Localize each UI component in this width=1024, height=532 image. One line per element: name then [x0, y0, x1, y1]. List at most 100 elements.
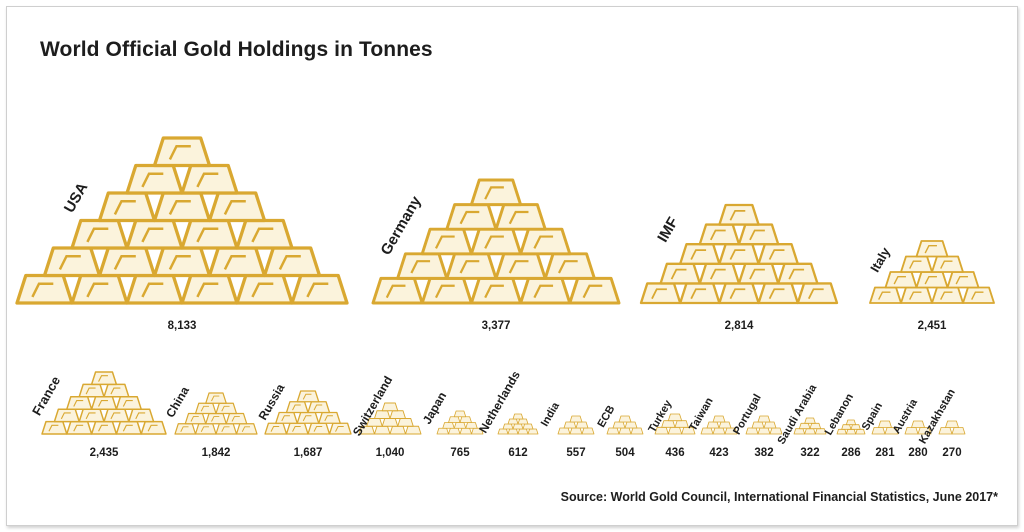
pyramid-saudi-arabia	[793, 417, 827, 435]
gold-bar	[453, 410, 467, 418]
gold-bar-shine	[211, 416, 220, 422]
gold-bar	[900, 255, 933, 273]
gold-bar	[757, 415, 771, 423]
gold-bar-shine	[313, 425, 323, 432]
gold-bar	[448, 416, 461, 423]
gold-bar	[103, 383, 130, 398]
gold-bar	[718, 282, 760, 305]
gold-bar	[275, 411, 298, 424]
value-label-portugal: 382	[754, 447, 773, 459]
gold-bar	[53, 408, 80, 423]
gold-bar-shine	[190, 416, 199, 422]
gold-bar-shine	[788, 268, 805, 280]
gold-bar	[494, 203, 547, 231]
gold-bar-shine	[729, 209, 746, 221]
value-label-india: 557	[566, 447, 585, 459]
gold-bar	[543, 252, 596, 280]
gold-bar	[459, 416, 472, 423]
gold-bar	[389, 425, 406, 435]
gold-bar	[405, 425, 422, 435]
gold-bar-shine	[909, 291, 922, 300]
gold-bar	[235, 218, 294, 250]
gold-bar	[205, 412, 227, 425]
gold-bar-shine	[221, 426, 230, 432]
gold-bar	[97, 191, 157, 223]
gold-bar	[469, 227, 523, 256]
gold-bar	[328, 422, 352, 435]
gold-bar	[207, 246, 267, 278]
gold-bar-shine	[73, 399, 84, 407]
gold-bar-shine	[582, 284, 603, 299]
gold-bar	[757, 243, 799, 265]
source-note: Source: World Gold Council, Internationa…	[560, 490, 998, 504]
gold-bar	[445, 203, 498, 231]
gold-bar	[915, 240, 949, 258]
gold-bar	[70, 273, 129, 305]
gold-bar	[624, 421, 638, 429]
gold-bar	[667, 426, 683, 435]
value-label-saudi-arabia: 322	[800, 447, 819, 459]
gold-bar-shine	[459, 260, 480, 274]
gold-bar-shine	[709, 229, 726, 241]
gold-bar	[917, 427, 932, 435]
gold-bar-shine	[533, 284, 554, 299]
gold-bar	[769, 427, 783, 435]
gold-bar	[215, 423, 238, 435]
value-label-ecb: 504	[615, 447, 635, 459]
value-label-spain: 281	[875, 447, 895, 459]
gold-bar	[712, 415, 726, 423]
gold-bar	[128, 408, 155, 423]
value-label-kazakhstan: 270	[942, 447, 961, 459]
gold-bar	[798, 422, 811, 430]
gold-bar-shine	[73, 424, 84, 432]
gold-bar-shine	[768, 249, 785, 260]
value-label-china: 1,842	[202, 447, 231, 459]
gold-bar-shine	[86, 227, 109, 243]
gold-bar-shine	[484, 186, 504, 200]
gold-bar	[66, 420, 93, 435]
gold-bar	[606, 427, 620, 435]
gold-bar	[512, 423, 524, 430]
gold-bar	[307, 422, 331, 435]
gold-bar	[850, 424, 861, 430]
gold-bar-shine	[335, 425, 344, 432]
gold-bar	[502, 423, 514, 430]
gold-bar	[777, 262, 819, 285]
value-label-austria: 280	[908, 447, 927, 459]
gold-bar	[420, 276, 473, 305]
gold-bar-shine	[221, 405, 230, 412]
gold-bar	[845, 428, 857, 435]
gold-bar	[318, 411, 341, 424]
gold-bar	[194, 423, 217, 435]
gold-bar	[737, 223, 780, 246]
gold-bar-shine	[807, 288, 824, 300]
gold-bar	[763, 421, 777, 429]
gold-bar-shine	[141, 172, 164, 188]
gold-bar	[194, 402, 217, 415]
gold-bar-shine	[410, 260, 431, 274]
gold-bar	[78, 408, 105, 423]
gold-bar-shine	[270, 425, 280, 432]
gold-bar	[836, 428, 847, 435]
gold-bar	[581, 427, 595, 435]
gold-bar	[42, 246, 102, 278]
gold-bar-shine	[110, 387, 121, 395]
gold-bar	[307, 401, 331, 414]
gold-bar	[575, 421, 589, 429]
gold-bar	[140, 420, 167, 435]
pyramid-india	[557, 415, 595, 435]
gold-bar	[618, 427, 632, 435]
gold-bar	[519, 276, 572, 305]
gold-bar	[751, 421, 765, 429]
gold-bar	[951, 427, 966, 435]
gold-bar	[448, 427, 461, 435]
gold-bar	[679, 243, 721, 265]
gold-bar	[180, 218, 239, 250]
gold-bar	[568, 276, 621, 305]
gold-bar	[41, 420, 68, 435]
gold-bar-shine	[690, 288, 707, 300]
gold-bar	[946, 271, 980, 289]
gold-bar-shine	[180, 426, 189, 432]
gold-bar-shine	[484, 235, 504, 249]
gold-bar-shine	[200, 426, 210, 432]
